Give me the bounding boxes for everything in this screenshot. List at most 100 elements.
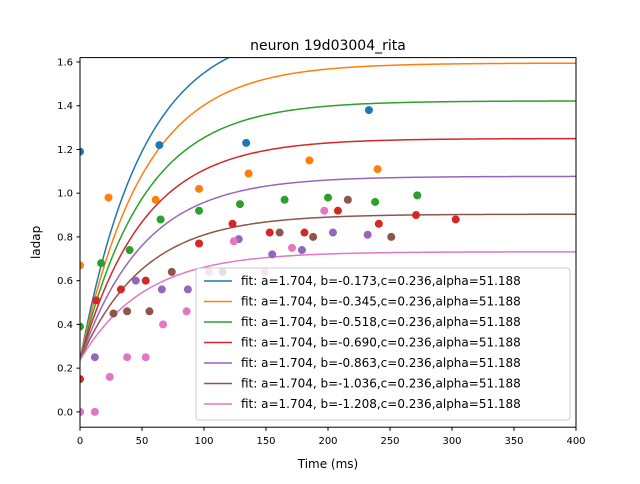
x-tick-label: 300 [442,436,461,447]
point-s5-4 [157,285,166,294]
point-s3-7 [280,195,289,204]
x-tick-label: 50 [136,436,149,447]
y-tick-label: 1.6 [57,57,73,68]
point-s2-7 [373,165,382,174]
point-s5-10 [363,230,372,239]
legend-label-1: fit: a=1.704, b=-0.173,c=0.236,alpha=51.… [241,274,521,288]
y-tick-label: 0.8 [57,232,73,243]
y-tick-label: 0.4 [57,320,73,331]
legend-label-5: fit: a=1.704, b=-0.863,c=0.236,alpha=51.… [241,356,521,370]
y-tick-label: 0.6 [57,276,73,287]
point-s5-2 [90,353,99,362]
point-s6-9 [387,232,396,241]
point-s7-9 [229,237,238,246]
point-s4-12 [451,215,460,224]
point-s3-4 [156,215,165,224]
point-s7-2 [90,407,99,416]
fit-line-7 [80,251,576,361]
fit-line-5 [80,175,576,361]
x-tick-label: 0 [77,436,83,447]
legend: fit: a=1.704, b=-0.173,c=0.236,alpha=51.… [195,267,571,421]
point-s3-6 [235,200,244,209]
point-s2-4 [195,184,204,193]
point-s4-9 [333,206,342,215]
point-s3-5 [195,206,204,215]
point-s2-3 [151,195,160,204]
point-s6-8 [343,195,352,204]
point-s3-2 [97,259,106,268]
legend-label-6: fit: a=1.704, b=-1.036,c=0.236,alpha=51.… [241,377,521,391]
y-tick-label: 1.0 [57,189,73,200]
point-s6-6 [275,228,284,237]
point-s6-4 [167,267,176,276]
point-s1-3 [242,138,251,147]
point-s5-9 [328,228,337,237]
point-s6-3 [145,307,154,316]
point-s7-12 [320,206,329,215]
point-s1-4 [364,106,373,115]
point-s4-11 [412,211,421,220]
point-s7-6 [159,320,168,329]
y-axis-label: ladap [29,226,43,259]
x-tick-label: 250 [380,436,399,447]
chart-title: neuron 19d03004_rita [250,38,406,54]
y-tick-label: 1.4 [57,101,73,112]
point-s2-5 [244,169,253,178]
point-s1-2 [155,141,164,150]
x-tick-label: 350 [504,436,523,447]
point-s4-1 [80,375,84,384]
point-s3-9 [371,197,380,206]
point-s5-7 [268,250,277,259]
x-tick-label: 200 [318,436,337,447]
point-s5-5 [183,285,192,294]
point-s3-3 [125,246,134,255]
point-s7-4 [123,353,132,362]
point-s5-8 [297,246,306,255]
x-tick-label: 100 [194,436,213,447]
point-s5-3 [131,276,140,285]
axis-ticks: 0 50 100 150 200 250 300 350 400 0.0 0.2 0.4 0.6 0.8 1… [57,57,585,447]
legend-label-3: fit: a=1.704, b=-0.518,c=0.236,alpha=51.… [241,315,521,329]
fit-line-6 [80,213,576,361]
point-s3-8 [324,193,332,202]
legend-label-2: fit: a=1.704, b=-0.345,c=0.236,alpha=51.… [241,295,521,309]
y-tick-label: 1.2 [57,145,73,156]
point-s4-8 [300,228,309,237]
point-s4-7 [265,228,274,237]
point-s2-6 [305,156,314,165]
fit-line-4 [80,137,576,361]
point-s6-1 [109,309,118,318]
point-s7-1 [80,407,84,416]
point-s4-4 [141,276,150,285]
point-s7-11 [288,243,297,252]
legend-items: fit: a=1.704, b=-0.173,c=0.236,alpha=51.… [204,274,521,411]
legend-label-7: fit: a=1.704, b=-1.208,c=0.236,alpha=51.… [241,397,521,411]
point-s4-5 [195,239,204,248]
point-s7-3 [105,372,114,381]
point-s2-1 [80,261,84,270]
point-s4-10 [374,219,383,228]
point-s2-2 [104,193,113,202]
point-s6-2 [123,307,132,316]
fit-line-1 [80,57,231,361]
legend-frame [195,267,571,421]
point-s3-1 [80,322,84,331]
point-s7-5 [141,353,150,362]
y-tick-label: 0.0 [57,407,73,418]
point-s3-10 [413,191,422,200]
point-s7-7 [182,307,191,316]
x-axis-label: Time (ms) [297,457,359,471]
y-tick-label: 0.2 [57,364,73,375]
point-s4-3 [116,285,125,294]
point-s4-2 [92,296,101,305]
plot-area [80,57,576,416]
x-tick-label: 400 [566,436,585,447]
point-s4-6 [228,219,237,228]
fit-line-3 [80,100,576,361]
point-s1-1 [80,147,84,156]
legend-label-4: fit: a=1.704, b=-0.690,c=0.236,alpha=51.… [241,336,521,350]
point-s6-7 [309,232,318,241]
x-tick-label: 150 [256,436,275,447]
